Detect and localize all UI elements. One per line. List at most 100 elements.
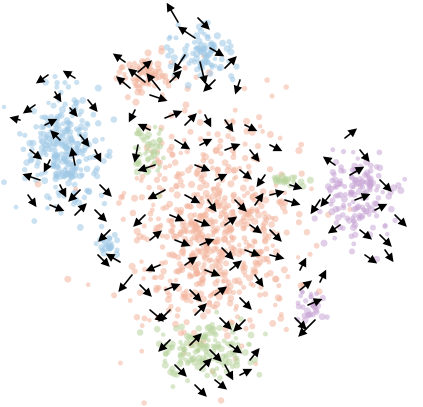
cell-point <box>285 274 291 280</box>
cell-point <box>110 116 118 123</box>
cell-point <box>218 202 224 208</box>
cell-point <box>213 300 221 308</box>
cell-point <box>210 232 216 238</box>
cell-point <box>85 282 91 288</box>
cell-point <box>146 68 153 75</box>
cell-point <box>204 324 212 332</box>
cell-point <box>164 296 172 304</box>
velocity-arrow <box>133 214 146 227</box>
velocity-arrow <box>224 119 234 133</box>
cell-point <box>214 131 221 138</box>
cell-point <box>138 88 146 96</box>
cell-point <box>60 133 66 139</box>
cell-point <box>171 159 179 166</box>
cell-point <box>215 189 223 196</box>
cell-point <box>41 114 48 121</box>
cell-point <box>57 111 65 119</box>
cell-point <box>100 136 105 142</box>
cell-point <box>176 360 184 368</box>
cell-point <box>295 210 303 218</box>
cell-point <box>116 200 122 206</box>
velocity-arrow <box>224 216 238 226</box>
velocity-arrow <box>22 172 41 182</box>
cell-point <box>233 307 238 312</box>
cell-point <box>75 146 82 154</box>
cell-point <box>148 154 155 161</box>
cell-point <box>234 341 241 348</box>
velocity-arrow <box>239 368 253 377</box>
cell-point <box>186 239 194 247</box>
velocity-arrow <box>174 238 191 247</box>
cell-point <box>181 137 187 143</box>
cell-point <box>237 247 243 253</box>
cell-point <box>183 339 191 347</box>
velocity-arrow <box>149 93 168 103</box>
cell-point <box>131 194 139 202</box>
cell-point <box>274 294 282 302</box>
cell-point <box>226 282 234 291</box>
cell-point <box>188 334 195 340</box>
cell-point <box>156 184 163 191</box>
cell-point <box>231 251 236 257</box>
cell-point <box>64 275 72 283</box>
velocity-arrow <box>199 61 208 85</box>
cell-point <box>197 212 204 219</box>
cell-point <box>214 225 221 232</box>
cell-point <box>58 210 64 216</box>
cell-point <box>267 269 274 277</box>
cell-point <box>167 34 173 40</box>
cell-point <box>202 45 209 52</box>
cell-point <box>202 215 209 222</box>
cell-point <box>279 203 287 211</box>
cell-point <box>45 205 51 211</box>
cell-point <box>357 179 365 187</box>
cell-point <box>81 147 88 154</box>
cell-point <box>340 202 347 209</box>
cell-point <box>197 290 205 298</box>
cell-point <box>206 70 214 77</box>
cell-point <box>71 97 78 104</box>
velocity-arrow <box>221 247 234 260</box>
cell-point <box>173 269 179 275</box>
cell-point <box>201 254 210 262</box>
cell-point <box>228 43 234 49</box>
velocity-arrow <box>79 134 90 148</box>
velocity-arrow <box>44 118 58 127</box>
cell-point <box>216 143 223 150</box>
cell-point <box>52 74 58 80</box>
cell-point <box>187 128 194 135</box>
cell-point <box>332 205 340 213</box>
cell-point <box>94 120 102 127</box>
velocity-arrow <box>43 159 52 173</box>
cell-point <box>340 148 347 155</box>
cell-point <box>197 109 203 114</box>
cell-point <box>262 291 269 298</box>
velocity-arrow <box>74 203 87 216</box>
velocity-arrow <box>203 114 212 128</box>
cell-point <box>178 323 185 331</box>
cell-point <box>101 200 108 207</box>
cell-point <box>163 351 169 357</box>
velocity-arrow <box>158 309 171 322</box>
cell-point <box>109 241 115 246</box>
cell-point <box>176 260 183 267</box>
cell-point <box>136 289 144 296</box>
cell-point <box>338 164 344 170</box>
cell-point <box>170 54 178 62</box>
velocity-arrow <box>269 252 285 261</box>
cell-point <box>380 189 385 195</box>
cell-point <box>157 164 162 170</box>
velocity-arrow <box>379 234 392 247</box>
cell-point <box>160 332 166 337</box>
cell-point <box>149 207 155 213</box>
cell-point <box>382 223 388 230</box>
cell-point <box>58 105 67 114</box>
cell-point <box>30 107 38 115</box>
cell-point <box>1 104 7 110</box>
cell-point <box>163 233 170 240</box>
cell-point <box>251 217 259 225</box>
cell-point <box>182 46 189 53</box>
velocity-arrow <box>289 182 303 191</box>
cell-point <box>139 323 145 329</box>
cell-point <box>155 216 162 222</box>
